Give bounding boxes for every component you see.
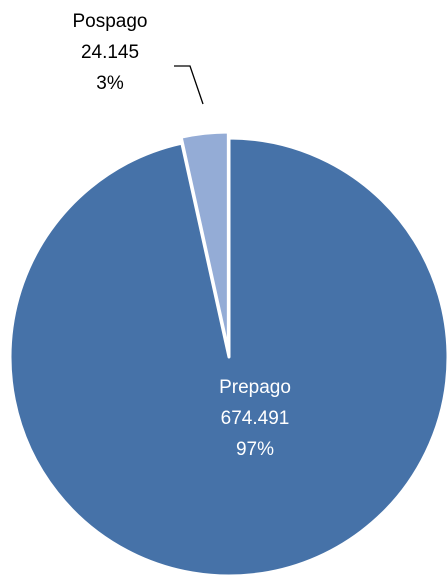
- pie-slice-prepago: [8, 136, 448, 577]
- pie-slices: [8, 130, 448, 577]
- pie-slice-pospago: [179, 130, 230, 353]
- pospago-label: Pospago 24.145 3%: [72, 11, 147, 94]
- pospago-value-label: 24.145: [81, 42, 139, 63]
- prepago-label: Prepago 674.491 97%: [219, 377, 291, 460]
- pospago-percent-label: 3%: [96, 73, 124, 94]
- prepago-name-label: Prepago: [219, 377, 291, 398]
- pospago-name-label: Pospago: [72, 11, 147, 32]
- pospago-leader-line: [174, 65, 204, 105]
- prepago-percent-label: 97%: [236, 439, 274, 460]
- prepago-value-label: 674.491: [221, 408, 290, 429]
